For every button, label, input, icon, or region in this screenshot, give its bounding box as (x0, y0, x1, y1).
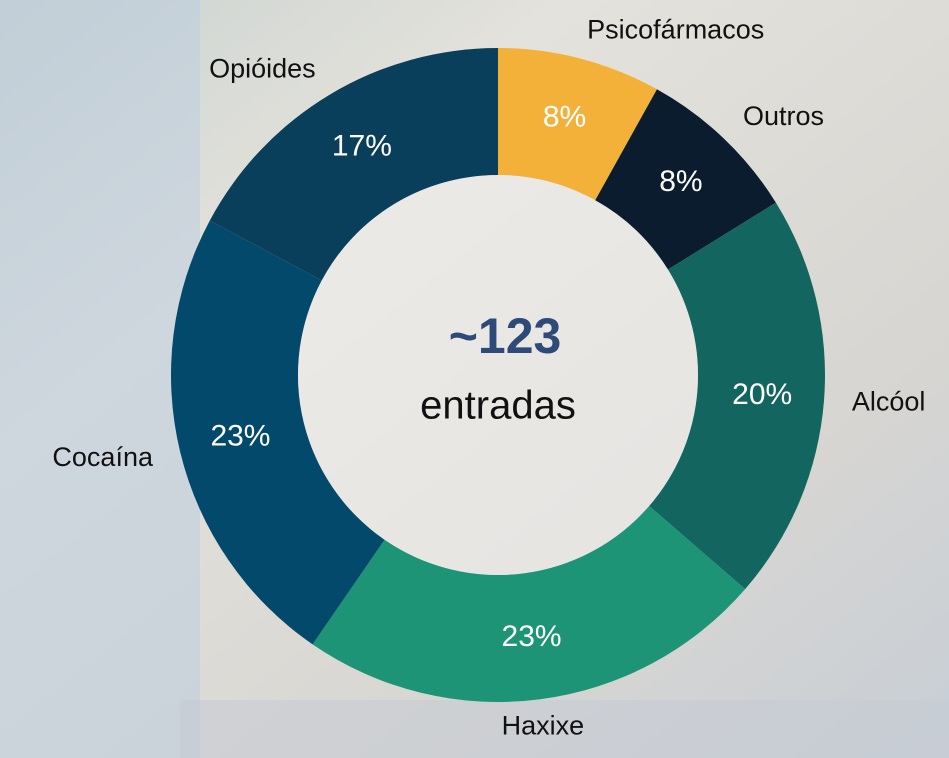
background-ledge (180, 700, 949, 758)
donut-segment (595, 89, 776, 270)
data-label: 23% (210, 419, 270, 452)
data-label: 23% (502, 620, 562, 653)
category-label: Psicofármacos (587, 15, 764, 45)
data-label: 20% (732, 378, 792, 411)
donut-segment (649, 202, 826, 590)
data-label: 17% (332, 130, 392, 163)
donut-hole (298, 175, 698, 575)
category-label: Opióides (209, 54, 316, 84)
data-label: 8% (659, 165, 702, 198)
donut-segment (209, 48, 498, 281)
donut-segment (312, 505, 746, 703)
donut-segment (498, 48, 657, 201)
center-value: ~123 (449, 308, 562, 364)
background-window (0, 0, 200, 758)
category-label: Haxixe (502, 710, 585, 740)
center-label: entradas (420, 384, 576, 428)
category-label: Cocaína (52, 442, 154, 472)
donut-segment (171, 220, 385, 645)
category-label: Outros (743, 101, 824, 131)
data-label: 8% (543, 100, 586, 133)
category-label: Alcóol (852, 386, 926, 416)
